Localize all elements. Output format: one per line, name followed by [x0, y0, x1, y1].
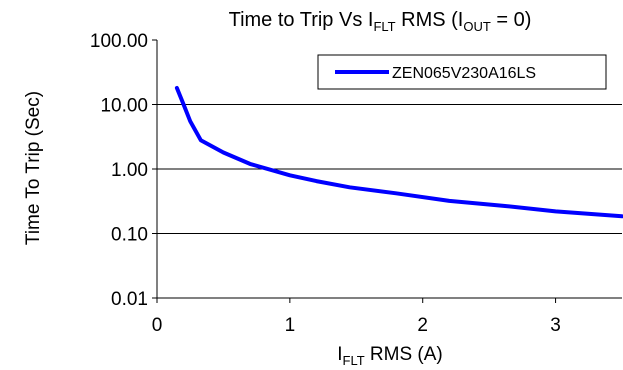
series-line-0 [174, 86, 623, 219]
x-tick-label: 0 [152, 315, 163, 336]
x-tick-label: 3 [550, 315, 561, 336]
y-tick-label: 100.00 [90, 31, 148, 52]
y-axis-label: Time To Trip (Sec) [23, 91, 44, 245]
legend-label: ZEN065V230A16LS [392, 65, 536, 82]
title-suffix: = 0) [491, 9, 532, 31]
y-tick-label: 0.01 [111, 289, 148, 310]
tick-labels: 100.00 10.00 1.00 0.10 0.010 1 2 3 [90, 31, 561, 336]
title-sub-flt: FLT [373, 19, 395, 34]
gridlines [157, 104, 622, 234]
xlabel-suffix: RMS (A) [365, 344, 443, 365]
x-tick-label: 1 [285, 315, 296, 336]
xlabel-prefix: I [337, 344, 342, 365]
series-layer [174, 86, 623, 219]
x-axis-label: IFLT RMS (A) [337, 344, 443, 368]
y-tick-label: 0.10 [111, 225, 148, 246]
x-tick-label: 2 [417, 315, 428, 336]
title-middle: RMS (I [396, 9, 464, 31]
chart-title: Time to Trip Vs IFLT RMS (IOUT = 0) [229, 9, 532, 34]
y-tick-label: 10.00 [100, 96, 148, 117]
legend: ZEN065V230A16LS [317, 54, 607, 90]
title-prefix: Time to Trip Vs I [229, 9, 374, 31]
y-tick-label: 1.00 [111, 160, 148, 181]
title-sub-out: OUT [463, 19, 491, 34]
axes [152, 39, 622, 303]
xlabel-sub: FLT [343, 353, 365, 368]
